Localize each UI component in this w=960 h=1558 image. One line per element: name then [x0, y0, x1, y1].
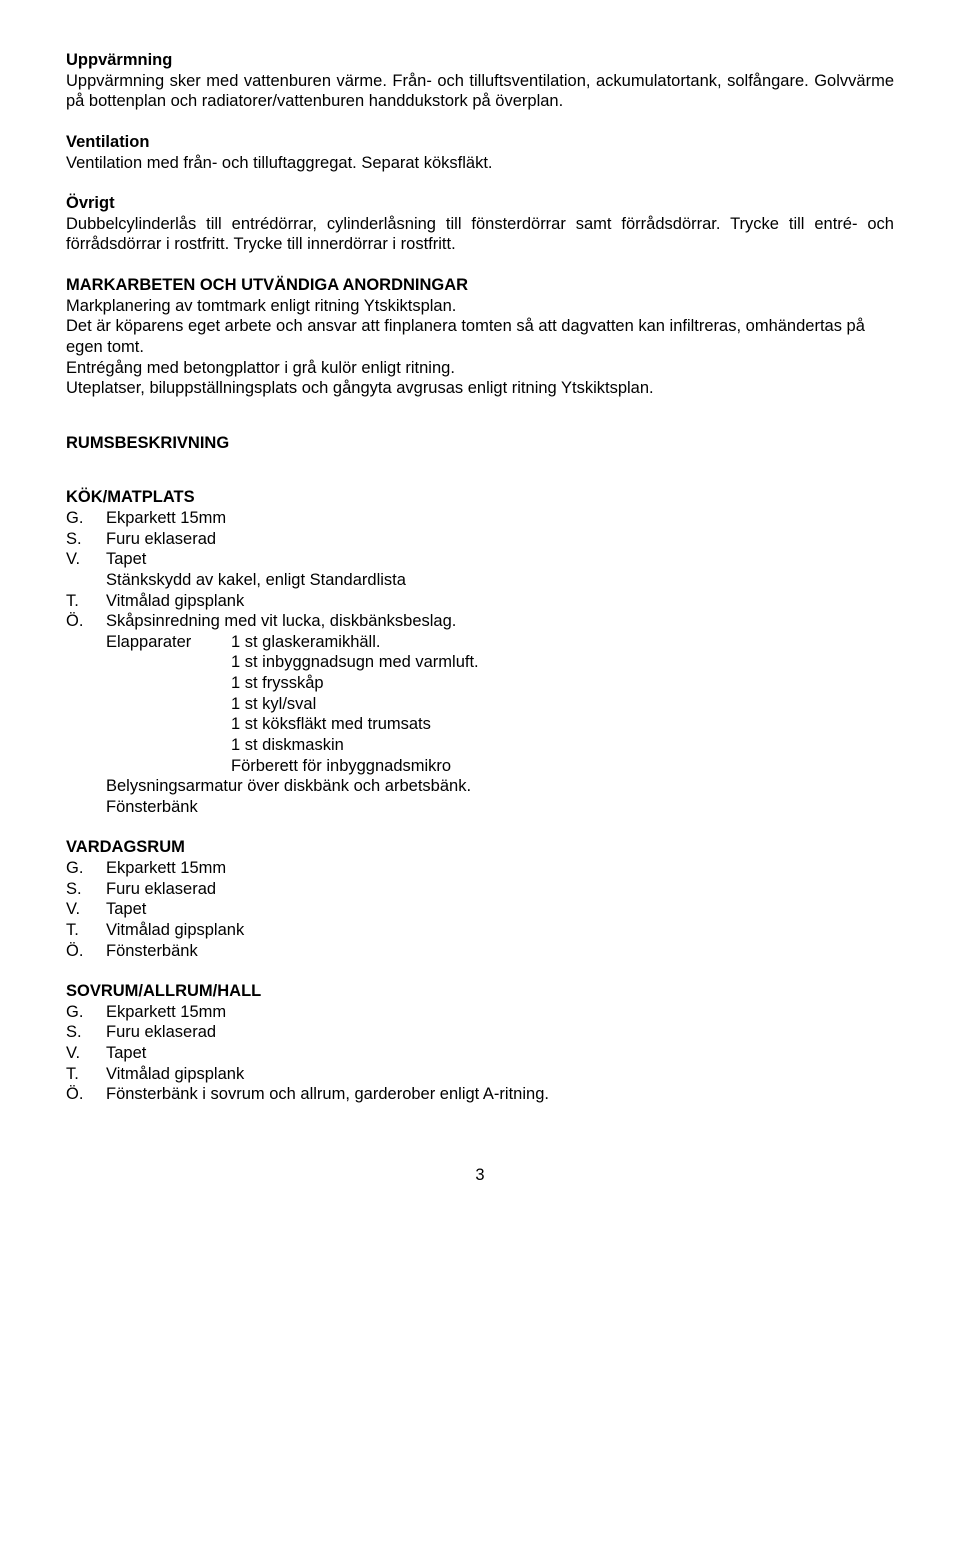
markarbeten-line-0: Markplanering av tomtmark enligt ritning… — [66, 296, 894, 317]
elapp-row: 1 st köksfläkt med trumsats — [106, 714, 894, 735]
spec-label: G. — [66, 1002, 106, 1023]
elapp-row: 1 st frysskåp — [106, 673, 894, 694]
spec-label: S. — [66, 529, 106, 550]
spec-text: Vitmålad gipsplank — [106, 1064, 894, 1085]
markarbeten-title: MARKARBETEN OCH UTVÄNDIGA ANORDNINGAR — [66, 275, 894, 296]
spec-row: V. Tapet — [66, 1043, 894, 1064]
spec-row: T. Vitmålad gipsplank — [66, 591, 894, 612]
kok-after-1: Fönsterbänk — [106, 797, 894, 818]
spec-label: T. — [66, 1064, 106, 1085]
spec-row: Ö. Fönsterbänk i sovrum och allrum, gard… — [66, 1084, 894, 1105]
ventilation-title: Ventilation — [66, 132, 894, 153]
elapp-spacer — [106, 735, 231, 756]
spec-row: G. Ekparkett 15mm — [66, 858, 894, 879]
kok-title: KÖK/MATPLATS — [66, 487, 894, 508]
markarbeten-line-3: Uteplatser, biluppställningsplats och gå… — [66, 378, 894, 399]
spec-text: Fönsterbänk i sovrum och allrum, gardero… — [106, 1084, 894, 1105]
elapp-row: 1 st inbyggnadsugn med varmluft. — [106, 652, 894, 673]
elapp-item: Förberett för inbyggnadsmikro — [231, 756, 451, 777]
ovrigt-title: Övrigt — [66, 193, 894, 214]
elapp-item: 1 st diskmaskin — [231, 735, 344, 756]
spec-text: Vitmålad gipsplank — [106, 920, 894, 941]
kok-after-0: Belysningsarmatur över diskbänk och arbe… — [106, 776, 894, 797]
spec-row: V. Tapet — [66, 549, 894, 570]
section-sovrum: SOVRUM/ALLRUM/HALL G. Ekparkett 15mm S. … — [66, 981, 894, 1105]
spec-label: T. — [66, 920, 106, 941]
elapp-row: 1 st kyl/sval — [106, 694, 894, 715]
spec-label: S. — [66, 1022, 106, 1043]
spec-text: Ekparkett 15mm — [106, 1002, 894, 1023]
spec-label: G. — [66, 858, 106, 879]
elapp-spacer — [106, 694, 231, 715]
elapp-item: 1 st frysskåp — [231, 673, 324, 694]
spec-row: V. Tapet — [66, 899, 894, 920]
spec-row: S. Furu eklaserad — [66, 1022, 894, 1043]
elapp-spacer — [106, 714, 231, 735]
markarbeten-line-2: Entrégång med betongplattor i grå kulör … — [66, 358, 894, 379]
uppvarmning-body: Uppvärmning sker med vattenburen värme. … — [66, 71, 894, 112]
spec-label: V. — [66, 549, 106, 570]
rumsbeskrivning-title: RUMSBESKRIVNING — [66, 433, 894, 454]
spec-label: V. — [66, 1043, 106, 1064]
elapp-row: Elapparater 1 st glaskeramikhäll. — [106, 632, 894, 653]
elapp-item: 1 st glaskeramikhäll. — [231, 632, 380, 653]
page-number: 3 — [66, 1165, 894, 1186]
kok-extra-v: Stänkskydd av kakel, enligt Standardlist… — [66, 570, 894, 591]
spec-text: Furu eklaserad — [106, 879, 894, 900]
spec-text: Tapet — [106, 549, 894, 570]
spec-text: Furu eklaserad — [106, 529, 894, 550]
spec-row: T. Vitmålad gipsplank — [66, 1064, 894, 1085]
section-vardagsrum: VARDAGSRUM G. Ekparkett 15mm S. Furu ekl… — [66, 837, 894, 961]
markarbeten-line-1: Det är köparens eget arbete och ansvar a… — [66, 316, 894, 357]
spec-row: S. Furu eklaserad — [66, 879, 894, 900]
spec-label: Ö. — [66, 1084, 106, 1105]
elapp-item: 1 st kyl/sval — [231, 694, 316, 715]
spec-text: Skåpsinredning med vit lucka, diskbänksb… — [106, 611, 894, 632]
spec-row: Ö. Skåpsinredning med vit lucka, diskbän… — [66, 611, 894, 632]
spec-label: T. — [66, 591, 106, 612]
sovrum-title: SOVRUM/ALLRUM/HALL — [66, 981, 894, 1002]
spec-row: S. Furu eklaserad — [66, 529, 894, 550]
spec-text: Tapet — [106, 899, 894, 920]
elapp-spacer — [106, 673, 231, 694]
section-ovrigt: Övrigt Dubbelcylinderlås till entrédörra… — [66, 193, 894, 255]
section-markarbeten: MARKARBETEN OCH UTVÄNDIGA ANORDNINGAR Ma… — [66, 275, 894, 399]
spec-row: Ö. Fönsterbänk — [66, 941, 894, 962]
spec-label: G. — [66, 508, 106, 529]
elapp-row: 1 st diskmaskin — [106, 735, 894, 756]
spec-row: G. Ekparkett 15mm — [66, 1002, 894, 1023]
section-kok: KÖK/MATPLATS G. Ekparkett 15mm S. Furu e… — [66, 487, 894, 817]
spec-text: Furu eklaserad — [106, 1022, 894, 1043]
spec-label: Ö. — [66, 941, 106, 962]
spec-row: G. Ekparkett 15mm — [66, 508, 894, 529]
section-ventilation: Ventilation Ventilation med från- och ti… — [66, 132, 894, 173]
spec-label: Ö. — [66, 611, 106, 632]
elapp-label: Elapparater — [106, 632, 231, 653]
vardagsrum-title: VARDAGSRUM — [66, 837, 894, 858]
spec-text: Vitmålad gipsplank — [106, 591, 894, 612]
kok-elapparater-block: Elapparater 1 st glaskeramikhäll. 1 st i… — [66, 632, 894, 818]
elapp-item: 1 st köksfläkt med trumsats — [231, 714, 431, 735]
spec-text: Ekparkett 15mm — [106, 858, 894, 879]
spec-row: T. Vitmålad gipsplank — [66, 920, 894, 941]
spec-text: Ekparkett 15mm — [106, 508, 894, 529]
elapp-spacer — [106, 756, 231, 777]
ovrigt-body: Dubbelcylinderlås till entrédörrar, cyli… — [66, 214, 894, 255]
spec-text: Fönsterbänk — [106, 941, 894, 962]
spec-text: Tapet — [106, 1043, 894, 1064]
spec-label: V. — [66, 899, 106, 920]
elapp-item: 1 st inbyggnadsugn med varmluft. — [231, 652, 479, 673]
section-uppvarmning: Uppvärmning Uppvärmning sker med vattenb… — [66, 50, 894, 112]
uppvarmning-title: Uppvärmning — [66, 50, 894, 71]
section-rumsbeskrivning: RUMSBESKRIVNING — [66, 433, 894, 454]
elapp-row: Förberett för inbyggnadsmikro — [106, 756, 894, 777]
spec-label: S. — [66, 879, 106, 900]
ventilation-body: Ventilation med från- och tilluftaggrega… — [66, 153, 894, 174]
elapp-spacer — [106, 652, 231, 673]
